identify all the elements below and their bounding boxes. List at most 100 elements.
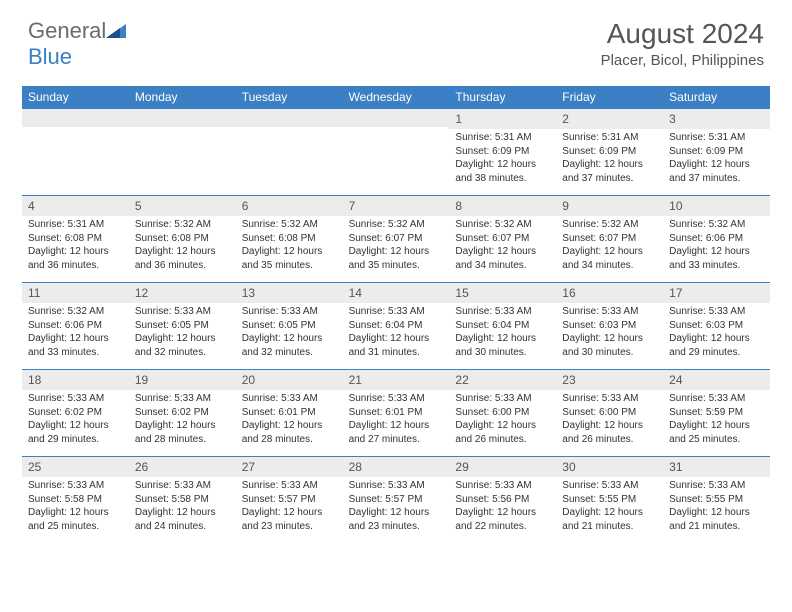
daylight-line: Daylight: 12 hours and 23 minutes. [242,506,337,533]
day-number: 4 [22,196,129,216]
day-body: Sunrise: 5:33 AMSunset: 5:58 PMDaylight:… [129,477,236,537]
day-body: Sunrise: 5:33 AMSunset: 5:55 PMDaylight:… [663,477,770,537]
sunrise-line: Sunrise: 5:31 AM [669,131,764,145]
day-body: Sunrise: 5:32 AMSunset: 6:07 PMDaylight:… [343,216,450,276]
daylight-line: Daylight: 12 hours and 35 minutes. [242,245,337,272]
day-cell: 21Sunrise: 5:33 AMSunset: 6:01 PMDayligh… [343,370,450,456]
daylight-line: Daylight: 12 hours and 34 minutes. [562,245,657,272]
daylight-line: Daylight: 12 hours and 26 minutes. [455,419,550,446]
sunset-line: Sunset: 6:05 PM [242,319,337,333]
sunset-line: Sunset: 6:07 PM [349,232,444,246]
day-number: 20 [236,370,343,390]
month-title: August 2024 [601,18,764,50]
weekday-tuesday: Tuesday [236,86,343,108]
daylight-line: Daylight: 12 hours and 25 minutes. [28,506,123,533]
day-body: Sunrise: 5:33 AMSunset: 6:03 PMDaylight:… [663,303,770,363]
sunset-line: Sunset: 6:07 PM [455,232,550,246]
sunset-line: Sunset: 6:08 PM [28,232,123,246]
day-body: Sunrise: 5:33 AMSunset: 6:04 PMDaylight:… [343,303,450,363]
day-cell: 27Sunrise: 5:33 AMSunset: 5:57 PMDayligh… [236,457,343,543]
sunrise-line: Sunrise: 5:33 AM [135,479,230,493]
sunrise-line: Sunrise: 5:33 AM [349,392,444,406]
sunset-line: Sunset: 6:02 PM [135,406,230,420]
daylight-line: Daylight: 12 hours and 26 minutes. [562,419,657,446]
sunrise-line: Sunrise: 5:33 AM [349,479,444,493]
day-body: Sunrise: 5:33 AMSunset: 6:01 PMDaylight:… [236,390,343,450]
location: Placer, Bicol, Philippines [601,52,764,69]
sunset-line: Sunset: 6:09 PM [669,145,764,159]
week-row: 1Sunrise: 5:31 AMSunset: 6:09 PMDaylight… [22,108,770,195]
sunrise-line: Sunrise: 5:31 AM [455,131,550,145]
day-body: Sunrise: 5:33 AMSunset: 6:02 PMDaylight:… [129,390,236,450]
day-cell [343,109,450,195]
day-cell: 12Sunrise: 5:33 AMSunset: 6:05 PMDayligh… [129,283,236,369]
day-cell: 16Sunrise: 5:33 AMSunset: 6:03 PMDayligh… [556,283,663,369]
day-body: Sunrise: 5:33 AMSunset: 6:02 PMDaylight:… [22,390,129,450]
day-cell: 28Sunrise: 5:33 AMSunset: 5:57 PMDayligh… [343,457,450,543]
sunrise-line: Sunrise: 5:32 AM [669,218,764,232]
day-body [22,127,129,187]
day-cell: 5Sunrise: 5:32 AMSunset: 6:08 PMDaylight… [129,196,236,282]
day-number: 21 [343,370,450,390]
day-cell [22,109,129,195]
day-cell: 10Sunrise: 5:32 AMSunset: 6:06 PMDayligh… [663,196,770,282]
day-number: 6 [236,196,343,216]
daylight-line: Daylight: 12 hours and 37 minutes. [669,158,764,185]
sunset-line: Sunset: 6:03 PM [669,319,764,333]
sunrise-line: Sunrise: 5:32 AM [135,218,230,232]
daylight-line: Daylight: 12 hours and 28 minutes. [135,419,230,446]
day-cell: 11Sunrise: 5:32 AMSunset: 6:06 PMDayligh… [22,283,129,369]
calendar: SundayMondayTuesdayWednesdayThursdayFrid… [22,86,770,543]
day-body: Sunrise: 5:33 AMSunset: 6:00 PMDaylight:… [449,390,556,450]
daylight-line: Daylight: 12 hours and 29 minutes. [669,332,764,359]
day-cell: 17Sunrise: 5:33 AMSunset: 6:03 PMDayligh… [663,283,770,369]
day-cell: 26Sunrise: 5:33 AMSunset: 5:58 PMDayligh… [129,457,236,543]
day-body: Sunrise: 5:33 AMSunset: 5:56 PMDaylight:… [449,477,556,537]
sunset-line: Sunset: 5:55 PM [669,493,764,507]
day-body: Sunrise: 5:32 AMSunset: 6:07 PMDaylight:… [556,216,663,276]
day-cell: 22Sunrise: 5:33 AMSunset: 6:00 PMDayligh… [449,370,556,456]
day-cell: 9Sunrise: 5:32 AMSunset: 6:07 PMDaylight… [556,196,663,282]
sunrise-line: Sunrise: 5:33 AM [28,392,123,406]
sunset-line: Sunset: 6:01 PM [242,406,337,420]
daylight-line: Daylight: 12 hours and 30 minutes. [455,332,550,359]
sunset-line: Sunset: 6:07 PM [562,232,657,246]
sunset-line: Sunset: 6:02 PM [28,406,123,420]
title-block: August 2024 Placer, Bicol, Philippines [601,18,764,69]
day-number: 13 [236,283,343,303]
day-number: 29 [449,457,556,477]
day-body [129,127,236,187]
sunrise-line: Sunrise: 5:32 AM [349,218,444,232]
day-body: Sunrise: 5:33 AMSunset: 5:59 PMDaylight:… [663,390,770,450]
day-cell: 31Sunrise: 5:33 AMSunset: 5:55 PMDayligh… [663,457,770,543]
sunset-line: Sunset: 6:08 PM [135,232,230,246]
day-body: Sunrise: 5:31 AMSunset: 6:08 PMDaylight:… [22,216,129,276]
day-body [236,127,343,187]
daylight-line: Daylight: 12 hours and 35 minutes. [349,245,444,272]
sunset-line: Sunset: 5:55 PM [562,493,657,507]
sunrise-line: Sunrise: 5:33 AM [242,305,337,319]
sunset-line: Sunset: 6:08 PM [242,232,337,246]
sunset-line: Sunset: 6:09 PM [562,145,657,159]
day-body: Sunrise: 5:33 AMSunset: 5:57 PMDaylight:… [236,477,343,537]
day-body: Sunrise: 5:33 AMSunset: 5:58 PMDaylight:… [22,477,129,537]
day-cell: 7Sunrise: 5:32 AMSunset: 6:07 PMDaylight… [343,196,450,282]
sunset-line: Sunset: 6:06 PM [28,319,123,333]
daylight-line: Daylight: 12 hours and 36 minutes. [135,245,230,272]
daylight-line: Daylight: 12 hours and 25 minutes. [669,419,764,446]
day-cell: 13Sunrise: 5:33 AMSunset: 6:05 PMDayligh… [236,283,343,369]
sunrise-line: Sunrise: 5:33 AM [562,392,657,406]
sunrise-line: Sunrise: 5:33 AM [562,479,657,493]
weekday-sunday: Sunday [22,86,129,108]
day-cell [129,109,236,195]
sunrise-line: Sunrise: 5:33 AM [455,392,550,406]
day-cell [236,109,343,195]
day-number: 17 [663,283,770,303]
day-number [22,109,129,127]
sunset-line: Sunset: 5:57 PM [349,493,444,507]
sunset-line: Sunset: 5:58 PM [135,493,230,507]
day-cell: 29Sunrise: 5:33 AMSunset: 5:56 PMDayligh… [449,457,556,543]
day-cell: 18Sunrise: 5:33 AMSunset: 6:02 PMDayligh… [22,370,129,456]
sunset-line: Sunset: 6:03 PM [562,319,657,333]
day-cell: 3Sunrise: 5:31 AMSunset: 6:09 PMDaylight… [663,109,770,195]
